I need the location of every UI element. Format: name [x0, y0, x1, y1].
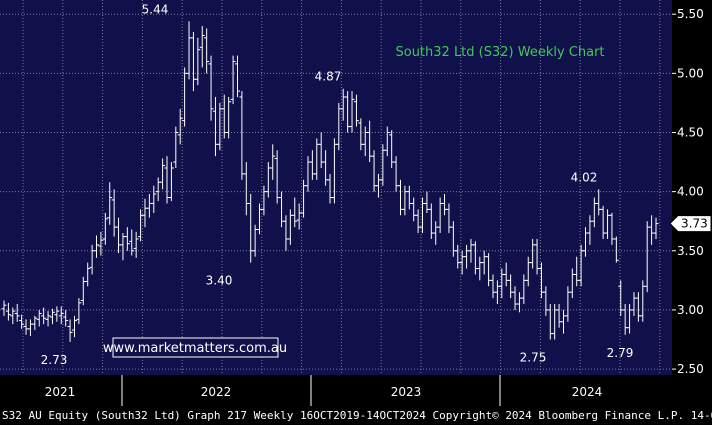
- x-tick-label: 2021: [45, 385, 76, 399]
- ohlc-bar: [129, 229, 135, 256]
- last-price-tag: 3.73: [669, 215, 712, 233]
- ohlc-bar: [124, 227, 130, 251]
- ohlc-bars: [1, 21, 659, 342]
- annotation-label: 4.87: [315, 70, 342, 84]
- last-price-box: [669, 215, 712, 233]
- ohlc-bar: [234, 55, 240, 98]
- ohlc-bar: [71, 315, 77, 338]
- ohlc-bar: [19, 314, 25, 329]
- ohlc-bar: [102, 212, 108, 245]
- ohlc-bar: [195, 37, 201, 86]
- ohlc-bar: [10, 307, 16, 325]
- annotation-label: 5.44: [142, 2, 169, 16]
- ohlc-bar: [177, 108, 183, 145]
- ohlc-bar: [270, 144, 276, 180]
- ohlc-bar: [36, 309, 42, 327]
- y-tick-label: 3.00: [677, 303, 704, 317]
- y-axis-panel: [672, 0, 712, 406]
- ohlc-bar: [67, 319, 73, 342]
- ohlc-bar: [41, 307, 47, 325]
- x-axis-panel: [0, 375, 672, 406]
- ohlc-bar: [653, 217, 659, 239]
- watermark-box[interactable]: www.marketmatters.com.au: [103, 337, 287, 358]
- annotations: 5.44 4.87 4.02 2.73 3.40 2.75 2.79: [41, 2, 634, 367]
- ohlc-bar: [49, 308, 55, 325]
- ohlc-bar: [54, 306, 60, 322]
- y-tick-label: 2.50: [677, 362, 704, 376]
- ohlc-bar: [58, 306, 64, 325]
- footer-status: S32 AU Equity (South32 Ltd) Graph 217 We…: [0, 406, 712, 425]
- ohlc-bar: [45, 311, 51, 327]
- x-tick-label: 2023: [391, 385, 422, 399]
- annotation-label: 2.79: [607, 346, 634, 360]
- ohlc-bar: [76, 298, 82, 325]
- ohlc-bar: [98, 231, 104, 256]
- annotation-label: 4.02: [571, 170, 598, 184]
- watermark-text: www.marketmatters.com.au: [103, 341, 287, 356]
- ohlc-bar: [85, 262, 91, 287]
- x-tick-label: 2024: [572, 385, 603, 399]
- y-tick-label: 5.50: [677, 7, 704, 21]
- ohlc-bar: [613, 236, 619, 263]
- plot-background: [0, 0, 672, 375]
- ohlc-bar: [14, 304, 20, 322]
- annotation-label: 2.73: [41, 353, 68, 367]
- ohlc-bar: [208, 55, 214, 121]
- x-axis: 2021 2022 2023 2024: [0, 375, 672, 406]
- ohlc-bar: [160, 158, 166, 190]
- ohlc-bar: [173, 126, 179, 168]
- y-axis: 2.50 3.00 3.50 4.00 4.50 5.00 5.50: [672, 0, 712, 406]
- y-tick-label: 3.50: [677, 244, 704, 258]
- last-price-label: 3.73: [681, 217, 708, 231]
- ohlc-bar: [32, 315, 38, 331]
- ohlc-bar: [168, 162, 174, 202]
- annotation-label: 2.75: [520, 351, 547, 365]
- ohlc-bar: [204, 28, 210, 74]
- ohlc-bar: [384, 126, 390, 157]
- chart-title: South32 Ltd (S32) Weekly Chart: [395, 45, 604, 60]
- annotation-label: 3.40: [206, 274, 233, 288]
- y-tick-label: 4.50: [677, 125, 704, 139]
- y-tick-label: 4.00: [677, 185, 704, 199]
- ohlc-bar: [63, 309, 69, 327]
- x-tick-label: 2022: [201, 385, 232, 399]
- ohlc-bar: [151, 185, 157, 213]
- ohlc-bar: [1, 300, 7, 316]
- ohlc-bar: [5, 302, 11, 321]
- y-tick-label: 5.00: [677, 66, 704, 80]
- ohlc-bar: [199, 26, 205, 68]
- ohlc-bar: [353, 94, 359, 127]
- ohlc-bar: [292, 197, 298, 228]
- ohlc-bar: [226, 97, 232, 139]
- ohlc-bar: [107, 182, 113, 225]
- ohlc-bar: [230, 55, 236, 105]
- ohlc-bar: [349, 91, 355, 133]
- grid: [0, 0, 672, 375]
- ohlc-bar: [133, 231, 139, 258]
- ohlc-bar: [94, 235, 100, 258]
